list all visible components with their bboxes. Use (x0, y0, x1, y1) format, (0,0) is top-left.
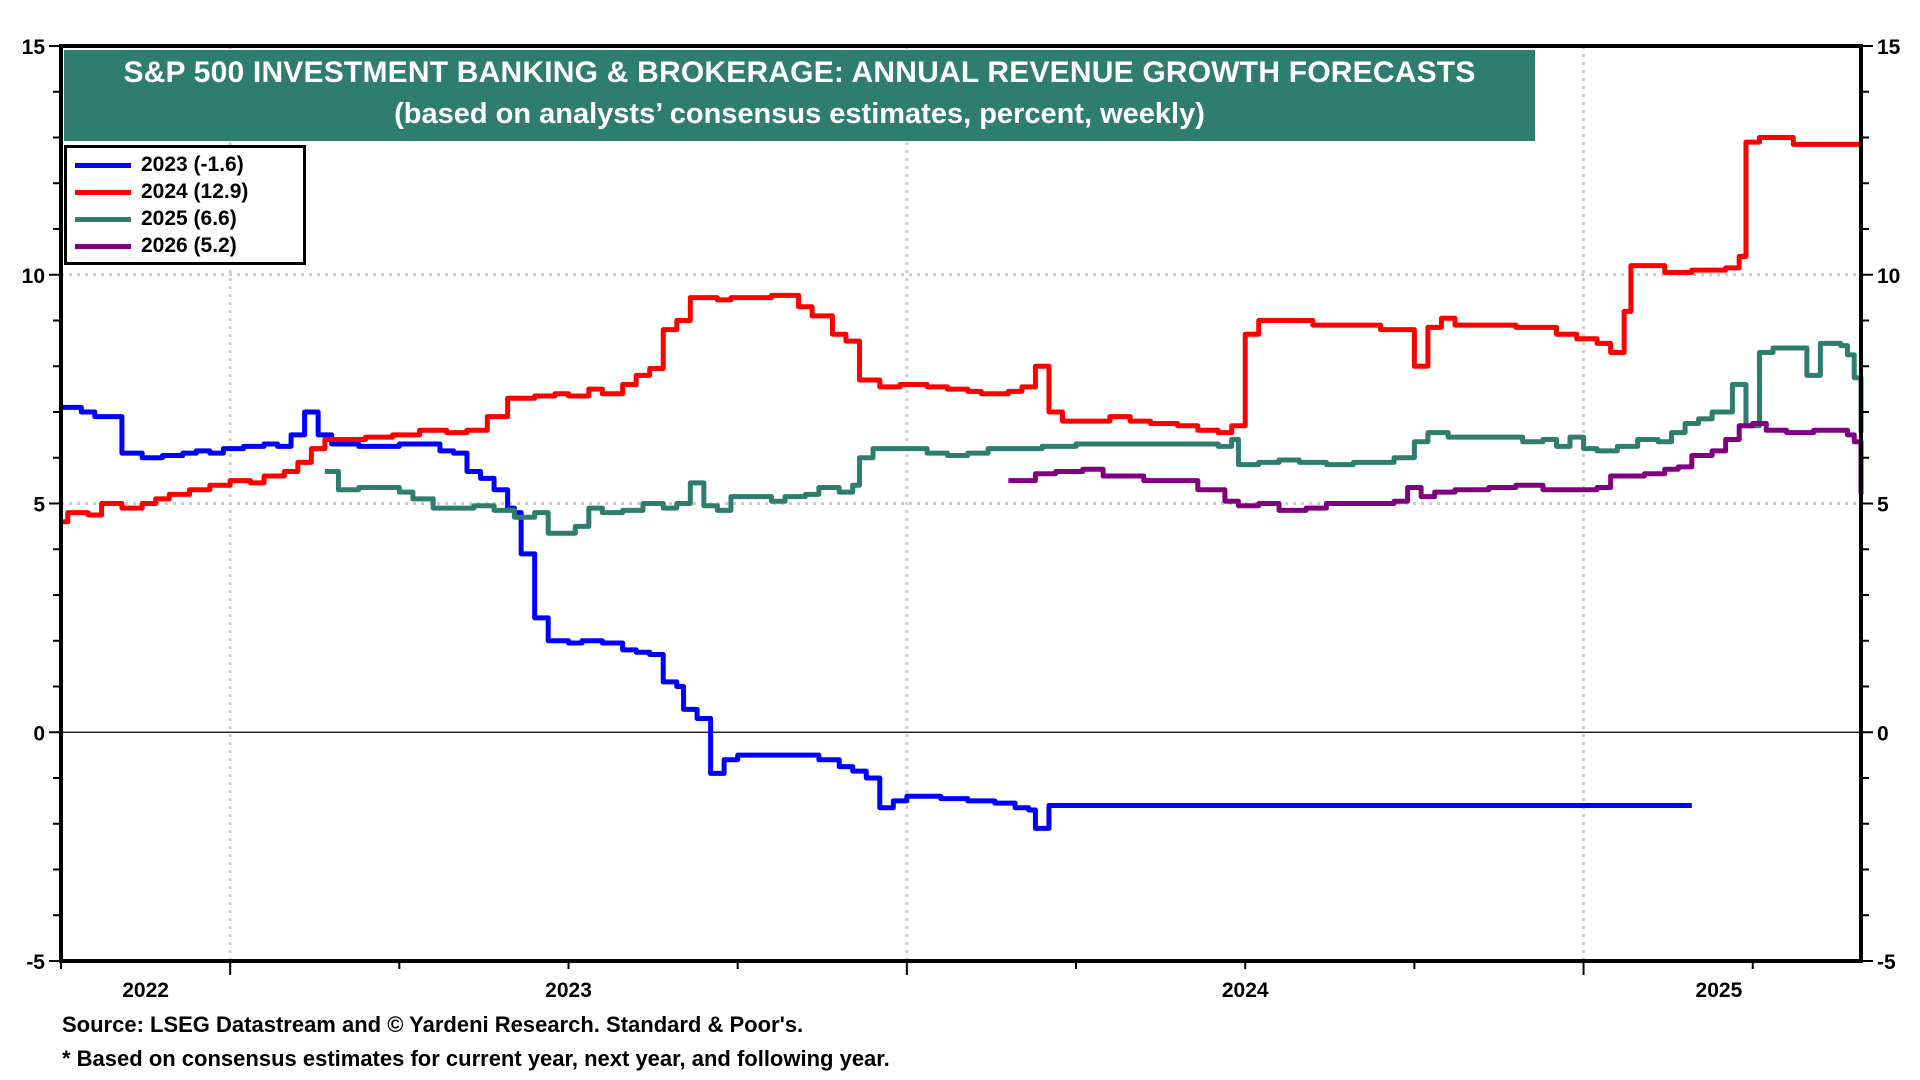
legend-swatch-2026 (75, 243, 131, 249)
legend-swatch-2025 (75, 216, 131, 222)
y-tick-label-left: 10 (22, 265, 45, 288)
y-axis-right-labels: -5 0 5 10 15 (1877, 36, 1901, 974)
y-tick-label-right: 5 (1877, 494, 1889, 517)
source-note: Source: LSEG Datastream and © Yardeni Re… (62, 1012, 804, 1037)
legend-label-2024: 2024 (12.9) (141, 180, 249, 203)
legend-swatch-2023 (75, 162, 131, 168)
y-tick-label-right: 10 (1877, 265, 1900, 288)
footnote: * Based on consensus estimates for curre… (62, 1046, 890, 1071)
axes (49, 44, 1873, 975)
y-tick-label-right: 15 (1877, 36, 1901, 59)
legend-item-2025: 2025 (6.6) (75, 206, 237, 232)
legend: 2023 (-1.6) 2024 (12.9) 2025 (6.6) 2026 … (64, 145, 306, 265)
chart-subtitle: (based on analysts’ consensus estimates,… (394, 98, 1205, 130)
x-axis-labels: 2022 2023 2024 2025 (122, 979, 1742, 1002)
chart-title: S&P 500 INVESTMENT BANKING & BROKERAGE: … (123, 56, 1476, 89)
legend-item-2023: 2023 (-1.6) (75, 152, 244, 178)
legend-item-2024: 2024 (12.9) (75, 179, 248, 205)
x-tick-label: 2022 (122, 979, 169, 1002)
series-layer (61, 135, 1864, 831)
chart-title-box: S&P 500 INVESTMENT BANKING & BROKERAGE: … (64, 50, 1535, 141)
legend-label-2026: 2026 (5.2) (141, 234, 237, 257)
y-axis-left-labels: -5 0 5 10 15 (22, 36, 46, 974)
legend-label-2025: 2025 (6.6) (141, 207, 237, 230)
legend-swatch-2024 (75, 189, 131, 195)
legend-label-2023: 2023 (-1.6) (141, 153, 244, 176)
legend-item-2026: 2026 (5.2) (75, 233, 237, 259)
series-line-2026 (1008, 420, 1864, 513)
x-tick-label: 2023 (545, 979, 592, 1002)
x-tick-label: 2024 (1222, 979, 1269, 1002)
y-tick-label-left: -5 (26, 951, 45, 974)
gridlines (61, 46, 1861, 961)
y-tick-label-left: 5 (33, 494, 45, 517)
series-line-2024 (61, 135, 1861, 525)
x-tick-label: 2025 (1696, 979, 1743, 1002)
y-tick-label-left: 0 (33, 722, 45, 745)
y-tick-label-right: -5 (1877, 951, 1896, 974)
series-line-2025 (324, 340, 1864, 536)
y-tick-label-left: 15 (22, 36, 46, 59)
y-tick-label-right: 0 (1877, 722, 1889, 745)
series-line-2023 (61, 404, 1692, 831)
